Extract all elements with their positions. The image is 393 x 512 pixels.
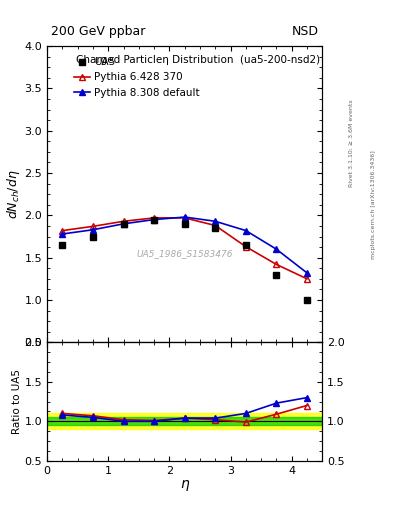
UA5 xyxy=(305,297,309,303)
Text: Charged Particleη Distribution  (ua5-200-nsd2): Charged Particleη Distribution (ua5-200-… xyxy=(76,55,321,65)
UA5 xyxy=(121,221,126,227)
Pythia 6.428 370 xyxy=(121,218,126,224)
Pythia 8.308 default xyxy=(60,231,65,237)
Pythia 6.428 370 xyxy=(244,244,248,250)
Pythia 8.308 default xyxy=(182,214,187,220)
Bar xyxy=(47,417,322,425)
UA5 xyxy=(274,271,279,278)
Pythia 8.308 default xyxy=(274,246,279,252)
Text: mcplots.cern.ch [arXiv:1306.3436]: mcplots.cern.ch [arXiv:1306.3436] xyxy=(371,151,376,259)
UA5 xyxy=(60,242,65,248)
Line: Pythia 8.308 default: Pythia 8.308 default xyxy=(59,214,310,276)
Text: 200 GeV ppbar: 200 GeV ppbar xyxy=(51,26,145,38)
UA5 xyxy=(244,242,248,248)
Pythia 6.428 370 xyxy=(91,223,95,229)
UA5 xyxy=(213,225,218,231)
Pythia 8.308 default xyxy=(152,217,156,223)
Y-axis label: $dN_{ch}/d\eta$: $dN_{ch}/d\eta$ xyxy=(5,169,22,219)
X-axis label: $\eta$: $\eta$ xyxy=(180,478,190,494)
Bar xyxy=(47,413,322,429)
Line: UA5: UA5 xyxy=(59,216,310,304)
Pythia 6.428 370 xyxy=(213,222,218,228)
Pythia 6.428 370 xyxy=(274,261,279,267)
Text: UA5_1986_S1583476: UA5_1986_S1583476 xyxy=(136,249,233,258)
Pythia 8.308 default xyxy=(121,221,126,227)
Pythia 6.428 370 xyxy=(182,215,187,221)
Text: NSD: NSD xyxy=(291,26,318,38)
Legend: UA5, Pythia 6.428 370, Pythia 8.308 default: UA5, Pythia 6.428 370, Pythia 8.308 defa… xyxy=(74,57,200,98)
Text: Rivet 3.1.10; ≥ 3.6M events: Rivet 3.1.10; ≥ 3.6M events xyxy=(349,99,354,187)
UA5 xyxy=(91,233,95,240)
UA5 xyxy=(182,221,187,227)
Pythia 8.308 default xyxy=(305,270,309,276)
Pythia 6.428 370 xyxy=(60,227,65,233)
Pythia 8.308 default xyxy=(91,227,95,233)
Y-axis label: Ratio to UA5: Ratio to UA5 xyxy=(12,369,22,434)
Line: Pythia 6.428 370: Pythia 6.428 370 xyxy=(59,215,310,282)
UA5 xyxy=(152,217,156,223)
Pythia 8.308 default xyxy=(213,218,218,224)
Pythia 8.308 default xyxy=(244,227,248,233)
Pythia 6.428 370 xyxy=(152,215,156,221)
Pythia 6.428 370 xyxy=(305,276,309,282)
